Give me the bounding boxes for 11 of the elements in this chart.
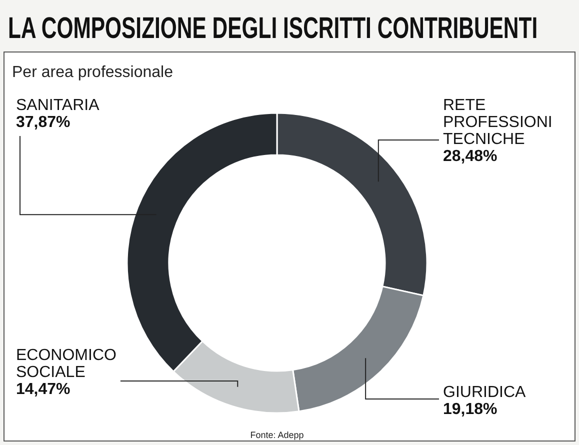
slice-label: SANITARIA — [16, 97, 100, 114]
slice-label: GIURIDICA — [443, 384, 526, 401]
chart-title: LA COMPOSIZIONE DEGLI ISCRITTI CONTRIBUENTI — [8, 10, 538, 45]
slice-label: ECONOMICO SOCIALE — [16, 347, 116, 381]
chart-subtitle: Per area professionale — [12, 64, 174, 81]
data-label: 37,87% — [16, 114, 70, 131]
source-note: Fonte: Adepp — [250, 430, 304, 440]
data-label: 14,47% — [16, 381, 70, 398]
data-label: 28,48% — [443, 148, 498, 165]
data-label: 19,18% — [443, 401, 498, 418]
slice-label: RETE PROFESSIONI TECNICHE — [443, 97, 552, 148]
